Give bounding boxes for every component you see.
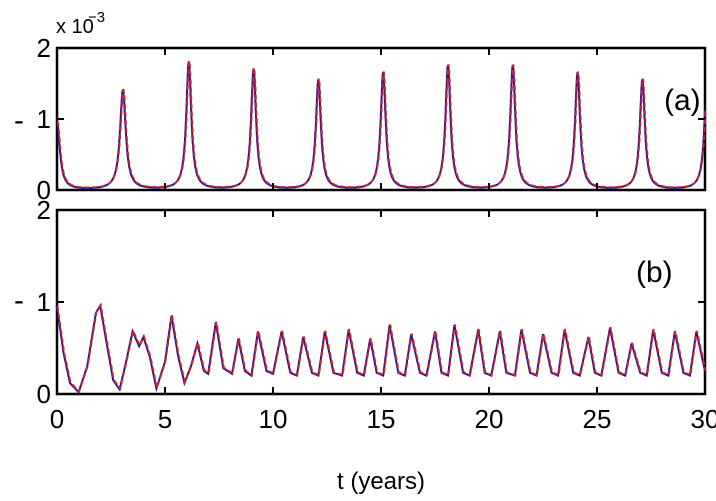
panel-a-y-dash: -	[14, 104, 24, 137]
panel-b-label: (b)	[636, 256, 673, 289]
panel-b-y-tick-label: 2	[37, 195, 51, 225]
panel-a-y-tick-label: 2	[37, 33, 51, 63]
y-multiplier-exponent: −3	[88, 9, 105, 26]
panel-a-y-ticks: 0 1 2	[37, 33, 706, 205]
panel-b-series	[56, 302, 707, 395]
panel-a-y-tick-label: 1	[37, 104, 51, 134]
x-tick-label: 10	[259, 404, 288, 434]
y-multiplier: x 10	[56, 16, 94, 38]
panel-b-y-ticks: 0 1 2	[37, 195, 706, 409]
panel-a-label: (a)	[664, 84, 701, 117]
panel-b-series-dashed-line	[56, 302, 707, 394]
x-tick-label: 20	[475, 404, 504, 434]
panel-a: (a) x 10 −3 - 0 1 2	[14, 9, 707, 205]
panel-a-series	[56, 60, 707, 189]
x-tick-label: 0	[50, 404, 64, 434]
x-axis-ticks: 0 5 10 15 20 25 30	[50, 404, 716, 434]
panel-b-y-tick-label: 0	[37, 379, 51, 409]
panel-a-y-tick-label: 0	[37, 175, 51, 205]
panel-b: (b) - 0 1 2	[14, 195, 707, 409]
x-tick-label: 5	[158, 404, 172, 434]
x-tick-label: 15	[367, 404, 396, 434]
x-tick-label: 25	[583, 404, 612, 434]
panel-b-y-tick-label: 1	[37, 287, 51, 317]
panel-b-frame	[55, 208, 707, 396]
x-axis-label: t (years)	[337, 468, 425, 495]
panel-b-series-solid-line	[56, 302, 706, 395]
x-tick-label: 30	[691, 404, 716, 434]
panel-b-y-dash: -	[14, 284, 24, 317]
